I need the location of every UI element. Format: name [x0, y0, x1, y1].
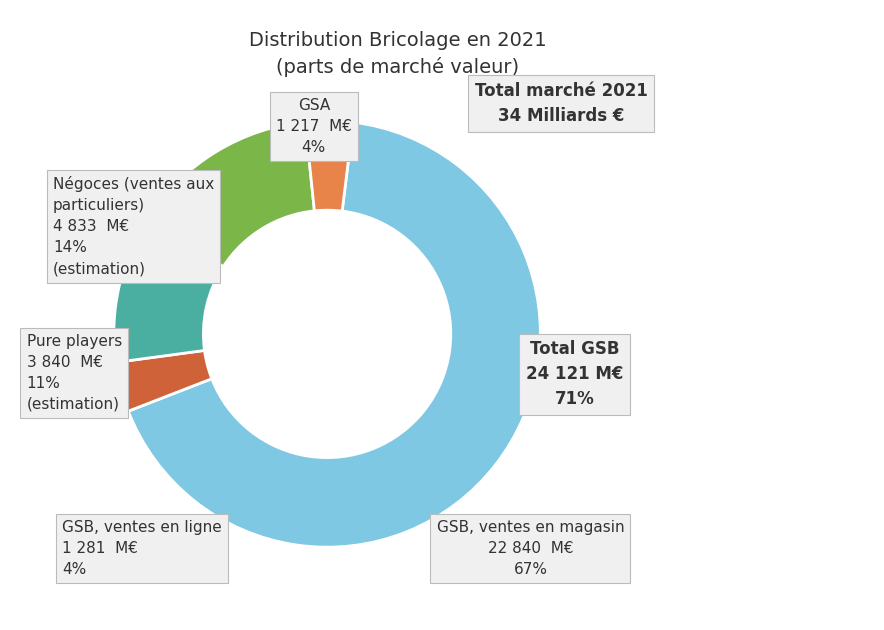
Text: GSB, ventes en ligne
1 281  M€
4%: GSB, ventes en ligne 1 281 M€ 4%	[62, 520, 222, 576]
Text: Total marché 2021
34 Milliards €: Total marché 2021 34 Milliards €	[475, 82, 648, 125]
Text: GSA
1 217  M€
4%: GSA 1 217 M€ 4%	[276, 98, 352, 154]
Text: Négoces (ventes aux
particuliers)
4 833  M€
14%
(estimation): Négoces (ventes aux particuliers) 4 833 …	[53, 176, 214, 277]
Text: Pure players
3 840  M€
11%
(estimation): Pure players 3 840 M€ 11% (estimation)	[27, 334, 122, 412]
Wedge shape	[128, 122, 540, 547]
Text: Distribution Bricolage en 2021
(parts de marché valeur): Distribution Bricolage en 2021 (parts de…	[249, 32, 546, 77]
Wedge shape	[116, 350, 212, 411]
Wedge shape	[149, 122, 315, 266]
Wedge shape	[305, 120, 353, 211]
Text: Total GSB
24 121 M€
71%: Total GSB 24 121 M€ 71%	[526, 340, 623, 408]
Wedge shape	[114, 218, 224, 362]
Text: GSB, ventes en magasin
22 840  M€
67%: GSB, ventes en magasin 22 840 M€ 67%	[437, 520, 624, 576]
